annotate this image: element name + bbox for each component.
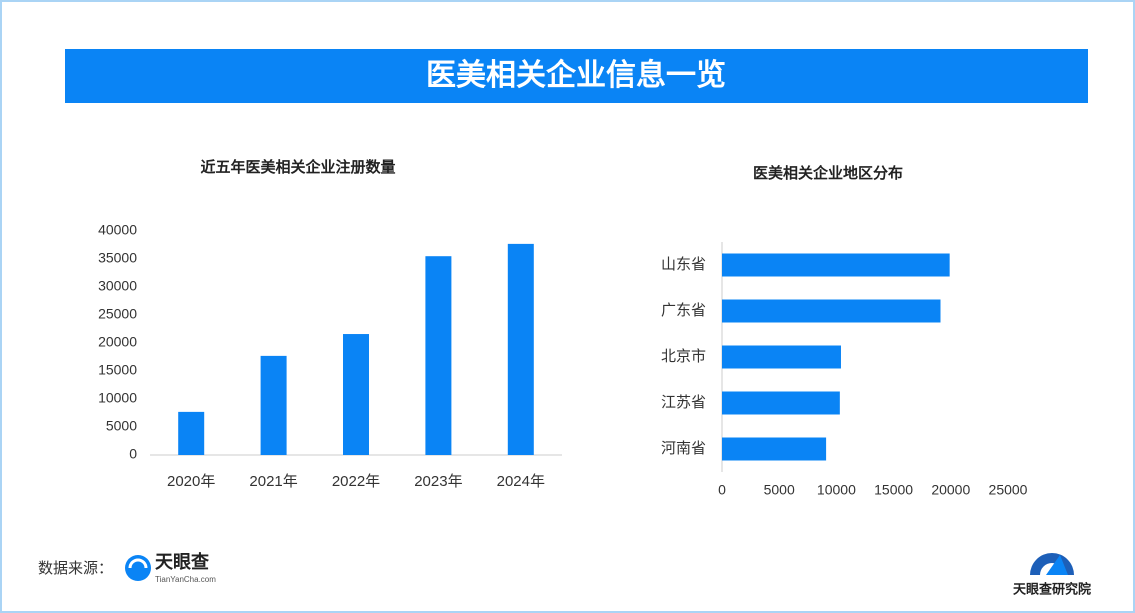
bar [722,437,827,461]
institute-logo-peak [1046,555,1068,575]
x-tick-label: 2020年 [167,473,215,490]
institute-name: 天眼查研究院 [1013,581,1091,596]
y-tick-label: 江苏省 [661,394,706,411]
y-tick-label: 40000 [98,222,137,238]
y-tick-label: 30000 [98,278,137,294]
bar [722,391,840,415]
source-label: 数据来源： [38,560,113,577]
logo-url: TianYanCha.com [155,575,216,584]
x-tick-label: 10000 [817,482,856,498]
x-tick-label: 2021年 [249,473,297,490]
bar [722,299,941,323]
y-tick-label: 山东省 [661,256,706,273]
y-tick-label: 20000 [98,334,137,350]
bar [425,256,452,455]
x-tick-label: 25000 [989,482,1028,498]
x-tick-label: 2023年 [414,473,462,490]
y-tick-label: 25000 [98,306,137,322]
y-tick-label: 0 [129,446,137,462]
bar [343,334,369,455]
bar [178,411,205,455]
y-tick-label: 15000 [98,362,137,378]
bar [722,345,841,369]
bar [507,243,534,455]
page-title: 医美相关企业信息一览 [426,58,726,92]
y-tick-label: 35000 [98,250,137,266]
y-tick-label: 5000 [106,418,137,434]
logo-icon-arc [128,558,148,569]
logo-name: 天眼查 [155,551,209,572]
y-tick-label: 广东省 [661,302,706,319]
y-tick-label: 北京市 [661,348,706,365]
y-tick-label: 河南省 [661,440,706,457]
x-tick-label: 2022年 [332,473,380,490]
x-tick-label: 2024年 [497,473,545,490]
bar [722,253,950,277]
banner [65,49,1088,103]
x-tick-label: 5000 [764,482,795,498]
chart-title: 医美相关企业地区分布 [753,164,903,182]
bar [260,355,287,455]
x-tick-label: 15000 [874,482,913,498]
x-tick-label: 20000 [931,482,970,498]
y-tick-label: 10000 [98,390,137,406]
chart-title: 近五年医美相关企业注册数量 [200,158,395,176]
x-tick-label: 0 [718,482,726,498]
